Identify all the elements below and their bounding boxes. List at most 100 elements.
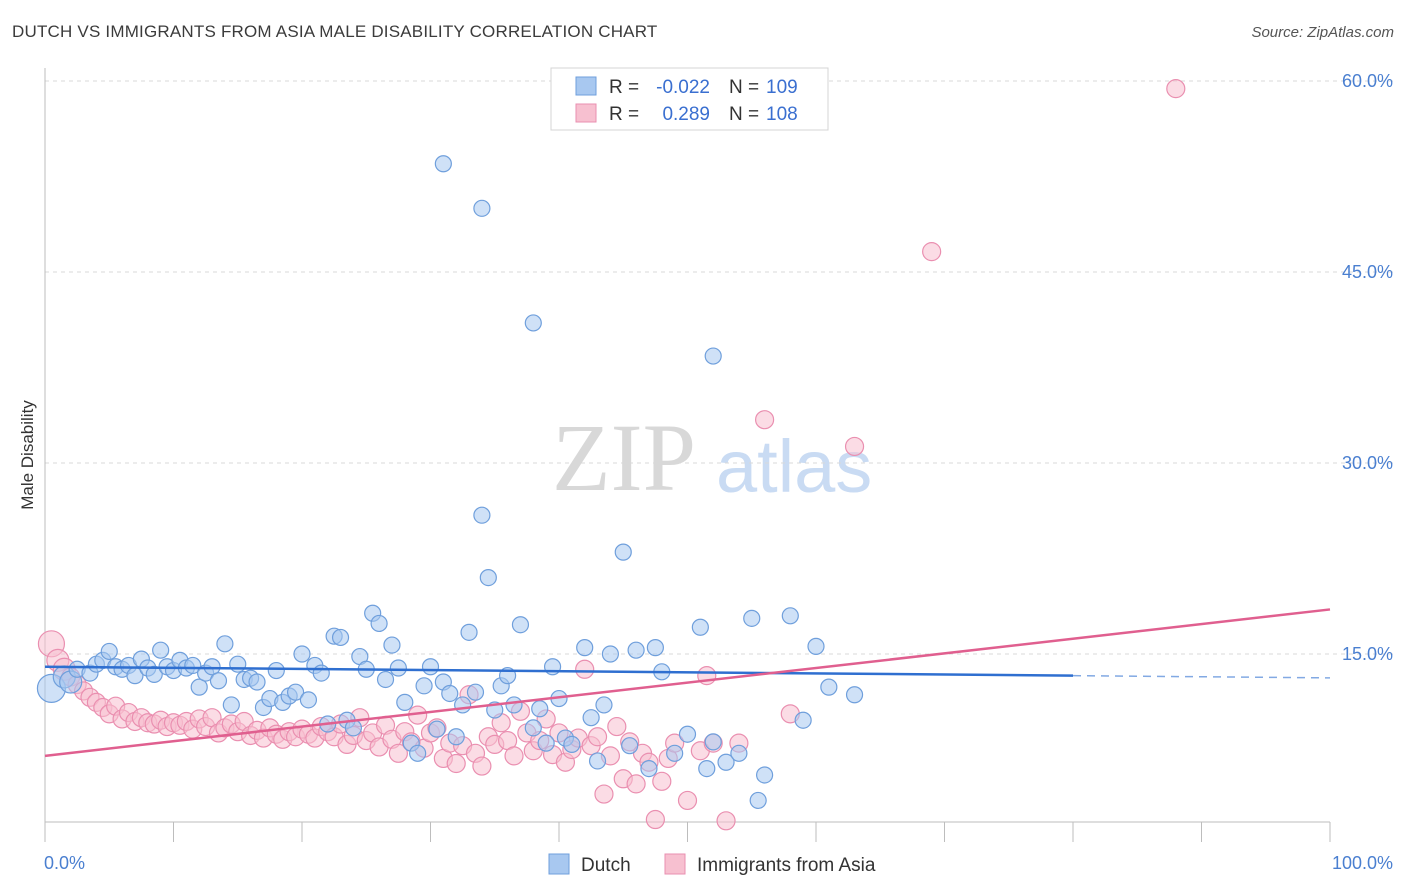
bottom-legend-label-dutch: Dutch: [581, 855, 631, 876]
asia-point: [504, 746, 524, 766]
dutch-point: [704, 733, 722, 751]
dutch-point: [248, 673, 266, 691]
legend-n-value-dutch: 109: [766, 77, 798, 98]
dutch-point: [601, 645, 620, 663]
asia-point: [677, 790, 698, 811]
watermark-zip: ZIP: [552, 404, 696, 511]
dutch-point: [479, 568, 497, 587]
dutch-point: [621, 737, 639, 755]
dutch-point: [576, 639, 594, 657]
asia-point: [594, 784, 614, 804]
dutch-point: [781, 607, 799, 625]
dutch-point: [267, 661, 285, 680]
dutch-point: [794, 711, 812, 729]
y-tick-label: 30.0%: [1342, 453, 1393, 473]
asia-point: [388, 743, 408, 763]
legend-n-label-asia: N =: [729, 104, 759, 125]
legend-swatch-dutch: [575, 76, 597, 96]
dutch-point: [152, 641, 170, 659]
x-tick-label-min: 0.0%: [44, 853, 85, 873]
dutch-point: [421, 658, 440, 676]
dutch-point: [415, 677, 433, 695]
dutch-point: [743, 609, 761, 627]
dutch-point: [640, 759, 658, 778]
bottom-legend-swatch-dutch: [548, 853, 570, 875]
asia-point: [626, 774, 646, 794]
chart-source: Source: ZipAtlas.com: [1251, 24, 1394, 41]
dutch-point: [312, 664, 330, 682]
legend-r-label-asia: R =: [609, 104, 639, 125]
dutch-point: [845, 686, 864, 704]
dutch-trend-line: [44, 665, 1074, 677]
dutch-point: [447, 728, 465, 746]
dutch-point: [595, 696, 613, 714]
trend-lines: [44, 608, 1331, 758]
dutch-point: [524, 719, 542, 737]
watermark-atlas: atlas: [716, 425, 872, 508]
asia-trend-line: [44, 608, 1331, 758]
asia-point: [652, 771, 672, 791]
dutch-point: [582, 709, 600, 727]
dutch-point: [691, 618, 709, 636]
dutch-point: [331, 628, 350, 647]
dutch-point: [678, 725, 697, 743]
legend-swatch-asia: [575, 103, 597, 123]
dutch-point: [222, 696, 240, 714]
dutch-point: [646, 639, 664, 657]
bottom-legend-swatch-asia: [664, 853, 686, 875]
bottom-legend-label-asia: Immigrants from Asia: [697, 855, 876, 876]
dutch-point: [209, 672, 228, 690]
asia-point: [844, 436, 865, 457]
dutch-point: [627, 641, 645, 659]
asia-point: [587, 727, 608, 747]
dutch-point: [428, 720, 446, 738]
dutch-point: [698, 759, 716, 778]
asia-point: [472, 756, 492, 776]
asia-point: [716, 811, 736, 831]
y-axis-title: Male Disability: [18, 400, 37, 510]
dutch-point: [409, 744, 427, 762]
dutch-point: [396, 693, 414, 711]
legend-r-value-asia: 0.289: [662, 104, 710, 125]
asia-point: [922, 242, 942, 262]
dutch-point: [730, 744, 748, 762]
dutch-point: [531, 700, 549, 718]
asia-point: [754, 410, 775, 430]
dutch-point: [100, 642, 118, 661]
dutch-point: [749, 791, 767, 810]
chart-title: DUTCH VS IMMIGRANTS FROM ASIA MALE DISAB…: [12, 22, 658, 41]
dutch-point: [614, 543, 632, 561]
asia-point: [645, 809, 665, 830]
series-legend: Dutch Immigrants from Asia: [548, 853, 876, 876]
dutch-point: [563, 735, 581, 754]
asia-point: [1166, 79, 1186, 99]
dutch-point: [588, 752, 607, 770]
dutch-point: [145, 665, 163, 683]
dutch-point: [473, 506, 491, 524]
legend-n-value-asia: 108: [766, 104, 798, 125]
dutch-point: [524, 314, 542, 332]
dutch-point: [820, 678, 838, 696]
dutch-point: [505, 696, 523, 714]
dutch-point: [299, 691, 318, 709]
dutch-point: [376, 670, 395, 689]
asia-point: [575, 659, 595, 679]
dutch-point: [190, 678, 208, 696]
dutch-point: [229, 655, 247, 673]
legend-r-label-dutch: R =: [609, 77, 639, 98]
dutch-point: [807, 637, 825, 655]
stats-legend: R = -0.022 N = 109 R = 0.289 N = 108: [550, 67, 829, 131]
axes: 0.0% 100.0%: [44, 68, 1393, 873]
dutch-point: [184, 656, 202, 675]
dutch-point: [203, 658, 221, 676]
dutch-point: [473, 199, 491, 217]
dutch-point: [286, 683, 305, 701]
dutch-point: [454, 696, 472, 714]
dutch-point: [216, 635, 234, 653]
asia-point: [607, 716, 627, 737]
legend-n-label-dutch: N =: [729, 77, 759, 98]
y-tick-label: 15.0%: [1342, 644, 1393, 664]
dutch-point: [537, 734, 555, 752]
dutch-point: [755, 766, 774, 784]
